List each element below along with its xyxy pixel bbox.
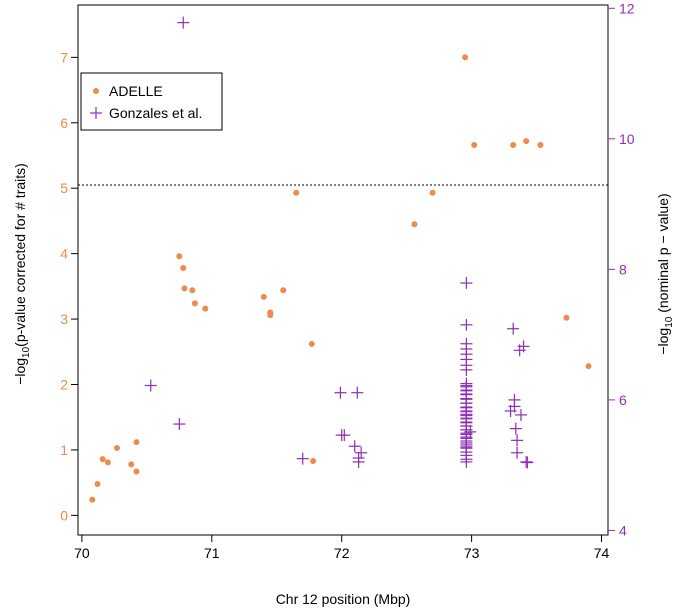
y-left-label-suffix: (p-value corrected for # traits) (12, 163, 28, 347)
x-tick-label: 74 (594, 545, 610, 561)
gonzales-point (514, 408, 527, 421)
y-axis-right-label: −log10 (nominal p − value) (655, 193, 675, 354)
gonzales-point (460, 277, 473, 290)
y-left-tick-label: 7 (60, 49, 68, 65)
gonzales-point (351, 386, 364, 399)
adelle-point (99, 456, 106, 463)
adelle-point (471, 142, 478, 149)
gonzales-point (460, 455, 473, 468)
y-left-tick-label: 0 (60, 507, 68, 523)
adelle-point (563, 314, 570, 321)
legend-gonzales-label: Gonzales et al. (109, 105, 202, 121)
y-left-label-sub: 10 (21, 346, 32, 358)
gonzales-point (460, 318, 473, 331)
x-tick-label: 73 (464, 545, 480, 561)
gonzales-point (177, 16, 190, 29)
y-left-tick-label: 6 (60, 115, 68, 131)
y-left-tick-label: 3 (60, 311, 68, 327)
y-axis-left-label: −log10(p-value corrected for # traits) (12, 163, 32, 385)
adelle-point (104, 459, 111, 466)
y-right-label-prefix: −log (655, 328, 671, 355)
x-tick-label: 71 (204, 545, 220, 561)
x-axis-label: Chr 12 position (Mbp) (276, 591, 411, 607)
y-right-tick-label: 4 (619, 522, 627, 538)
y-right-label-suffix: (nominal p − value) (655, 193, 671, 316)
gonzales-point (509, 422, 522, 435)
adelle-point (510, 142, 517, 149)
adelle-point (537, 142, 544, 149)
y-axis-left: 0 1 2 3 4 5 6 7 (60, 49, 78, 523)
legend: ADELLE Gonzales et al. (80, 72, 223, 131)
adelle-point (267, 312, 274, 319)
adelle-point (310, 458, 317, 465)
adelle-point (133, 468, 140, 475)
adelle-point (293, 189, 300, 196)
y-right-tick-label: 10 (619, 131, 635, 147)
gonzales-point (334, 386, 347, 399)
y-left-tick-label: 4 (60, 246, 68, 262)
y-left-tick-label: 5 (60, 180, 68, 196)
y-right-tick-label: 6 (619, 392, 627, 408)
gonzales-point (460, 440, 473, 453)
y-right-tick-label: 12 (619, 0, 635, 16)
adelle-points (89, 54, 592, 503)
gonzales-point (511, 434, 524, 447)
adelle-point (180, 265, 187, 272)
adelle-point (260, 293, 267, 300)
y-left-tick-label: 1 (60, 442, 68, 458)
y-right-tick-label: 8 (619, 261, 627, 277)
adelle-point (176, 253, 183, 260)
adelle-point (113, 444, 120, 451)
adelle-point (280, 287, 287, 294)
adelle-point (411, 221, 418, 228)
legend-box (80, 72, 223, 131)
adelle-point (89, 496, 96, 503)
gonzales-point (338, 429, 351, 442)
adelle-point (133, 439, 140, 446)
adelle-point (94, 480, 101, 487)
legend-adelle-label: ADELLE (109, 83, 163, 99)
x-axis: 70 71 72 73 74 (74, 535, 610, 561)
adelle-point (585, 363, 592, 370)
legend-adelle-marker (93, 88, 99, 94)
gonzales-point (508, 400, 521, 413)
adelle-point (523, 138, 530, 145)
y-left-tick-label: 2 (60, 377, 68, 393)
adelle-point (202, 305, 209, 312)
plot-frame (77, 4, 609, 536)
gonzales-point (460, 363, 473, 376)
gonzales-point (517, 340, 530, 353)
adelle-point (429, 189, 436, 196)
gonzales-point (511, 446, 524, 459)
gonzales-point (348, 440, 361, 453)
gonzales-point (355, 446, 368, 459)
gonzales-point (352, 455, 365, 468)
gonzales-point (173, 418, 186, 431)
adelle-point (308, 340, 315, 347)
legend-gonzales-marker (90, 107, 102, 119)
adelle-point (191, 300, 198, 307)
gonzales-point (521, 456, 534, 469)
adelle-point (128, 461, 135, 468)
adelle-point (462, 54, 469, 61)
x-tick-label: 72 (334, 545, 350, 561)
gonzales-point (507, 322, 520, 335)
gonzales-point (296, 452, 309, 465)
adelle-point (189, 287, 196, 294)
gonzales-points (144, 16, 534, 469)
gonzales-point (464, 425, 477, 438)
gonzales-point (144, 379, 157, 392)
adelle-point (181, 285, 188, 292)
y-right-label-sub: 10 (664, 316, 675, 328)
y-left-label-prefix: −log (12, 358, 28, 385)
y-axis-right: 4 6 8 10 12 (608, 0, 635, 538)
x-tick-label: 70 (74, 545, 90, 561)
gonzales-point (520, 455, 533, 468)
